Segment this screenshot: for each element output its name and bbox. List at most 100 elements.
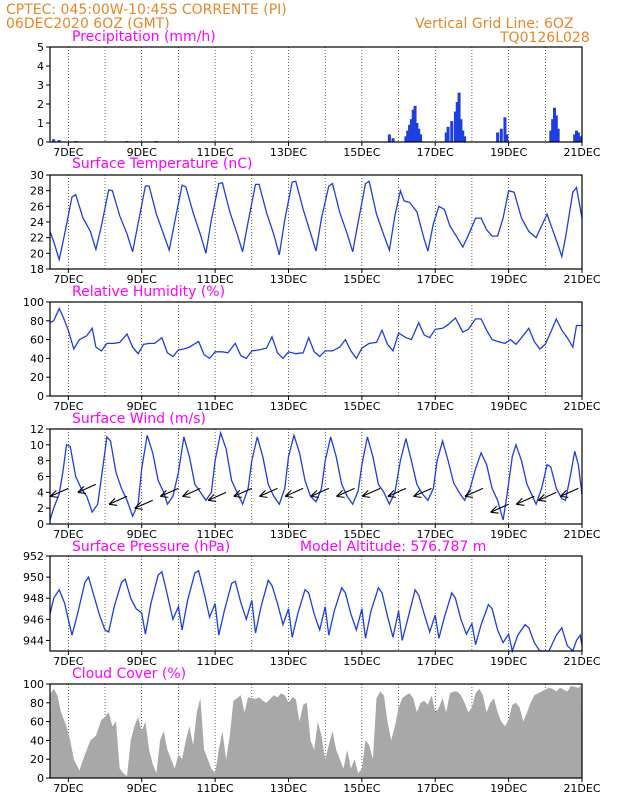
header-location: CPTEC: 045:00W-10:45S CORRENTE (PI) (6, 2, 287, 18)
x-tick-label: 9DEC (127, 528, 157, 541)
x-tick-label: 11DEC (197, 400, 234, 413)
x-tick-label: 17DEC (417, 146, 454, 159)
y-tick-label: 0 (37, 772, 44, 785)
precip-bar (408, 124, 412, 142)
precip-bar (57, 140, 61, 142)
wind-arrow (413, 487, 432, 497)
panel-title: Surface Temperature (nC) (72, 156, 253, 172)
x-tick-label: 15DEC (343, 400, 380, 413)
panel-frame (49, 683, 583, 779)
wind-arrow-head (490, 505, 499, 514)
wind-arrow (108, 495, 128, 505)
panel-cloud: Cloud Cover (%) 0 20 40 60 80 100 7DEC 9DEC 11DEC… (23, 666, 601, 795)
panel-frame (49, 555, 583, 652)
x-tick-label: 21DEC (563, 273, 600, 286)
x-tick-label: 21DEC (563, 146, 600, 159)
y-tick-label: 26 (30, 200, 44, 213)
wind-arrow (538, 491, 557, 501)
x-tick-label: 15DEC (343, 528, 380, 541)
x-tick-label: 9DEC (127, 146, 157, 159)
y-tick-label: 952 (23, 550, 44, 563)
y-tick-label: 24 (30, 216, 44, 229)
x-tick-label: 11DEC (197, 273, 234, 286)
x-tick-label: 21DEC (563, 528, 600, 541)
precip-bar (459, 119, 463, 142)
precip-bar (52, 139, 56, 142)
x-tick-label: 13DEC (270, 782, 307, 795)
panel-frame (49, 46, 583, 143)
precip-bar (415, 123, 419, 142)
y-tick-label: 6 (37, 471, 44, 484)
wind-arrow-head (464, 489, 474, 498)
wind-arrow-head (77, 486, 86, 494)
series-line (49, 180, 583, 263)
panel-subtitle: Model Altitude: 576.787 m (300, 539, 486, 555)
x-tick-label: 9DEC (127, 400, 157, 413)
y-tick-label: 30 (30, 169, 44, 182)
header-vertical-grid: Vertical Grid Line: 6OZ (415, 16, 574, 32)
wind-arrow-head (284, 489, 294, 498)
precip-bar (503, 117, 507, 142)
wind-arrow (259, 487, 278, 497)
y-tick-label: 20 (30, 247, 44, 260)
wind-arrow-head (259, 489, 268, 498)
y-tick-label: 20 (30, 753, 44, 766)
wind-arrow (387, 487, 407, 497)
x-tick-label: 17DEC (417, 400, 454, 413)
wind-arrow-head (387, 489, 396, 498)
wind-arrow (284, 487, 304, 497)
precip-bar (413, 105, 417, 142)
x-tick-label: 21DEC (563, 655, 600, 668)
y-tick-label: 60 (30, 334, 44, 347)
wind-arrow-head (49, 489, 59, 498)
precip-bar (446, 126, 450, 142)
y-tick-label: 20 (30, 371, 44, 384)
wind-arrow (490, 503, 509, 513)
wind-arrow-head (559, 489, 569, 498)
precip-bar (556, 128, 560, 142)
precip-bar (576, 132, 580, 142)
y-tick-label: 40 (30, 734, 44, 747)
wind-arrow-head (160, 489, 169, 498)
y-tick-label: 950 (23, 571, 44, 584)
x-tick-label: 15DEC (343, 146, 380, 159)
y-tick-label: 40 (30, 352, 44, 365)
y-tick-label: 4 (37, 486, 44, 499)
x-tick-label: 7DEC (53, 400, 83, 413)
precip-bar (404, 136, 408, 142)
wind-arrow (207, 491, 227, 501)
panel-title: Surface Wind (m/s) (72, 411, 206, 427)
x-tick-label: 13DEC (270, 655, 307, 668)
precip-bar (417, 128, 421, 142)
wind-arrow (77, 483, 97, 493)
precip-bar (552, 107, 556, 142)
precip-bar (549, 130, 553, 142)
precip-bar (450, 121, 454, 142)
wind-arrow (233, 487, 253, 497)
wind-arrow (310, 487, 330, 497)
wind-arrow (182, 487, 201, 497)
wind-arrow-head (310, 489, 319, 498)
y-tick-label: 5 (37, 41, 44, 54)
y-tick-label: 3 (37, 79, 44, 92)
precip-bar (499, 128, 503, 142)
precip-bar (419, 134, 423, 142)
y-tick-label: 0 (37, 136, 44, 149)
precip-bar (406, 130, 410, 142)
wind-arrow (464, 487, 484, 497)
wind-arrow (361, 487, 381, 497)
precip-bar (457, 92, 461, 142)
x-tick-label: 13DEC (270, 146, 307, 159)
panel-humidity: Relative Humidity (%) 0 20 40 60 80 100 7DEC 9DE… (23, 284, 601, 413)
wind-arrow-head (233, 489, 242, 498)
panel-title: Precipitation (mm/h) (72, 29, 216, 45)
x-tick-label: 17DEC (417, 782, 454, 795)
y-tick-label: 18 (30, 263, 44, 276)
y-tick-label: 4 (37, 60, 44, 73)
x-tick-label: 9DEC (127, 782, 157, 795)
wind-arrow-head (207, 493, 217, 502)
x-tick-label: 19DEC (490, 146, 527, 159)
x-tick-label: 17DEC (417, 528, 454, 541)
precip-bar (496, 132, 500, 142)
